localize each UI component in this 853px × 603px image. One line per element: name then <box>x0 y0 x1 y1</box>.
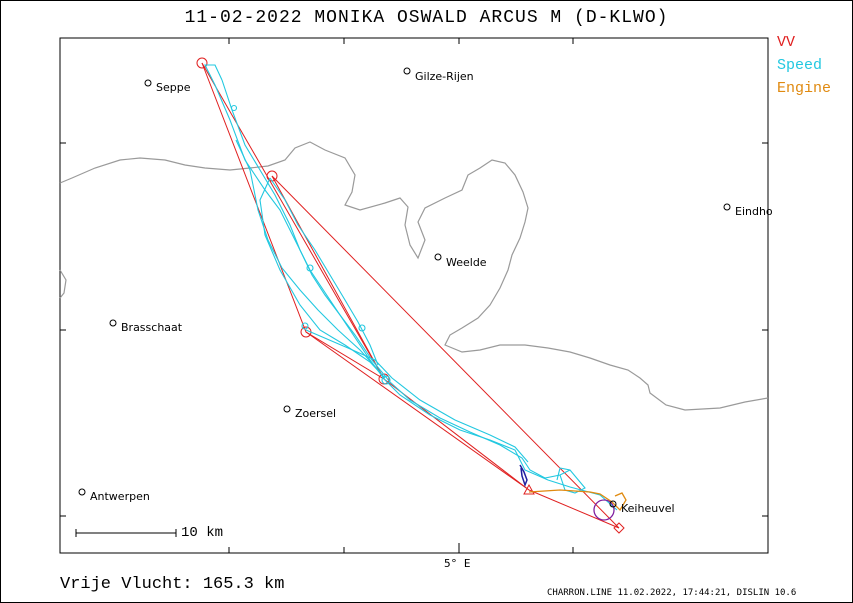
task-route <box>201 62 620 529</box>
finish-circle <box>593 499 615 521</box>
place-gilze-rijen: Gilze-Rijen <box>415 70 474 83</box>
credits-label: CHARRON.LINE 11.02.2022, 17:44:21, DISLI… <box>547 588 797 598</box>
climb-spiral <box>519 464 528 488</box>
longitude-label: 5° E <box>444 557 471 570</box>
legend-vv: VV <box>777 34 796 51</box>
legend-engine: Engine <box>777 80 832 97</box>
flight-track <box>204 64 618 511</box>
scale-label: 10 km <box>181 525 224 541</box>
map-frame <box>59 37 769 554</box>
map-ticks <box>60 38 768 553</box>
engine-track <box>528 489 627 512</box>
scale-bar <box>75 529 177 537</box>
legend-speed: Speed <box>777 57 823 74</box>
place-brasschaat: Brasschaat <box>121 321 183 334</box>
place-zoersel: Zoersel <box>295 407 336 420</box>
place-seppe: Seppe <box>156 81 191 94</box>
start-marker <box>523 483 535 495</box>
page-title: 11-02-2022 MONIKA OSWALD ARCUS M (D-KLWO… <box>184 8 669 28</box>
turnpoints <box>196 57 625 534</box>
place-eindhoven: Eindho <box>735 205 773 218</box>
place-antwerpen: Antwerpen <box>90 490 150 503</box>
place-markers <box>78 67 731 508</box>
place-keiheuvel: Keiheuvel <box>621 502 675 515</box>
country-border-west <box>59 269 67 299</box>
country-border <box>59 141 769 411</box>
distance-label: Vrije Vlucht: 165.3 km <box>60 575 285 594</box>
place-weelde: Weelde <box>446 256 487 269</box>
finish-marker <box>613 522 625 534</box>
turnpoint-marker <box>196 57 208 69</box>
